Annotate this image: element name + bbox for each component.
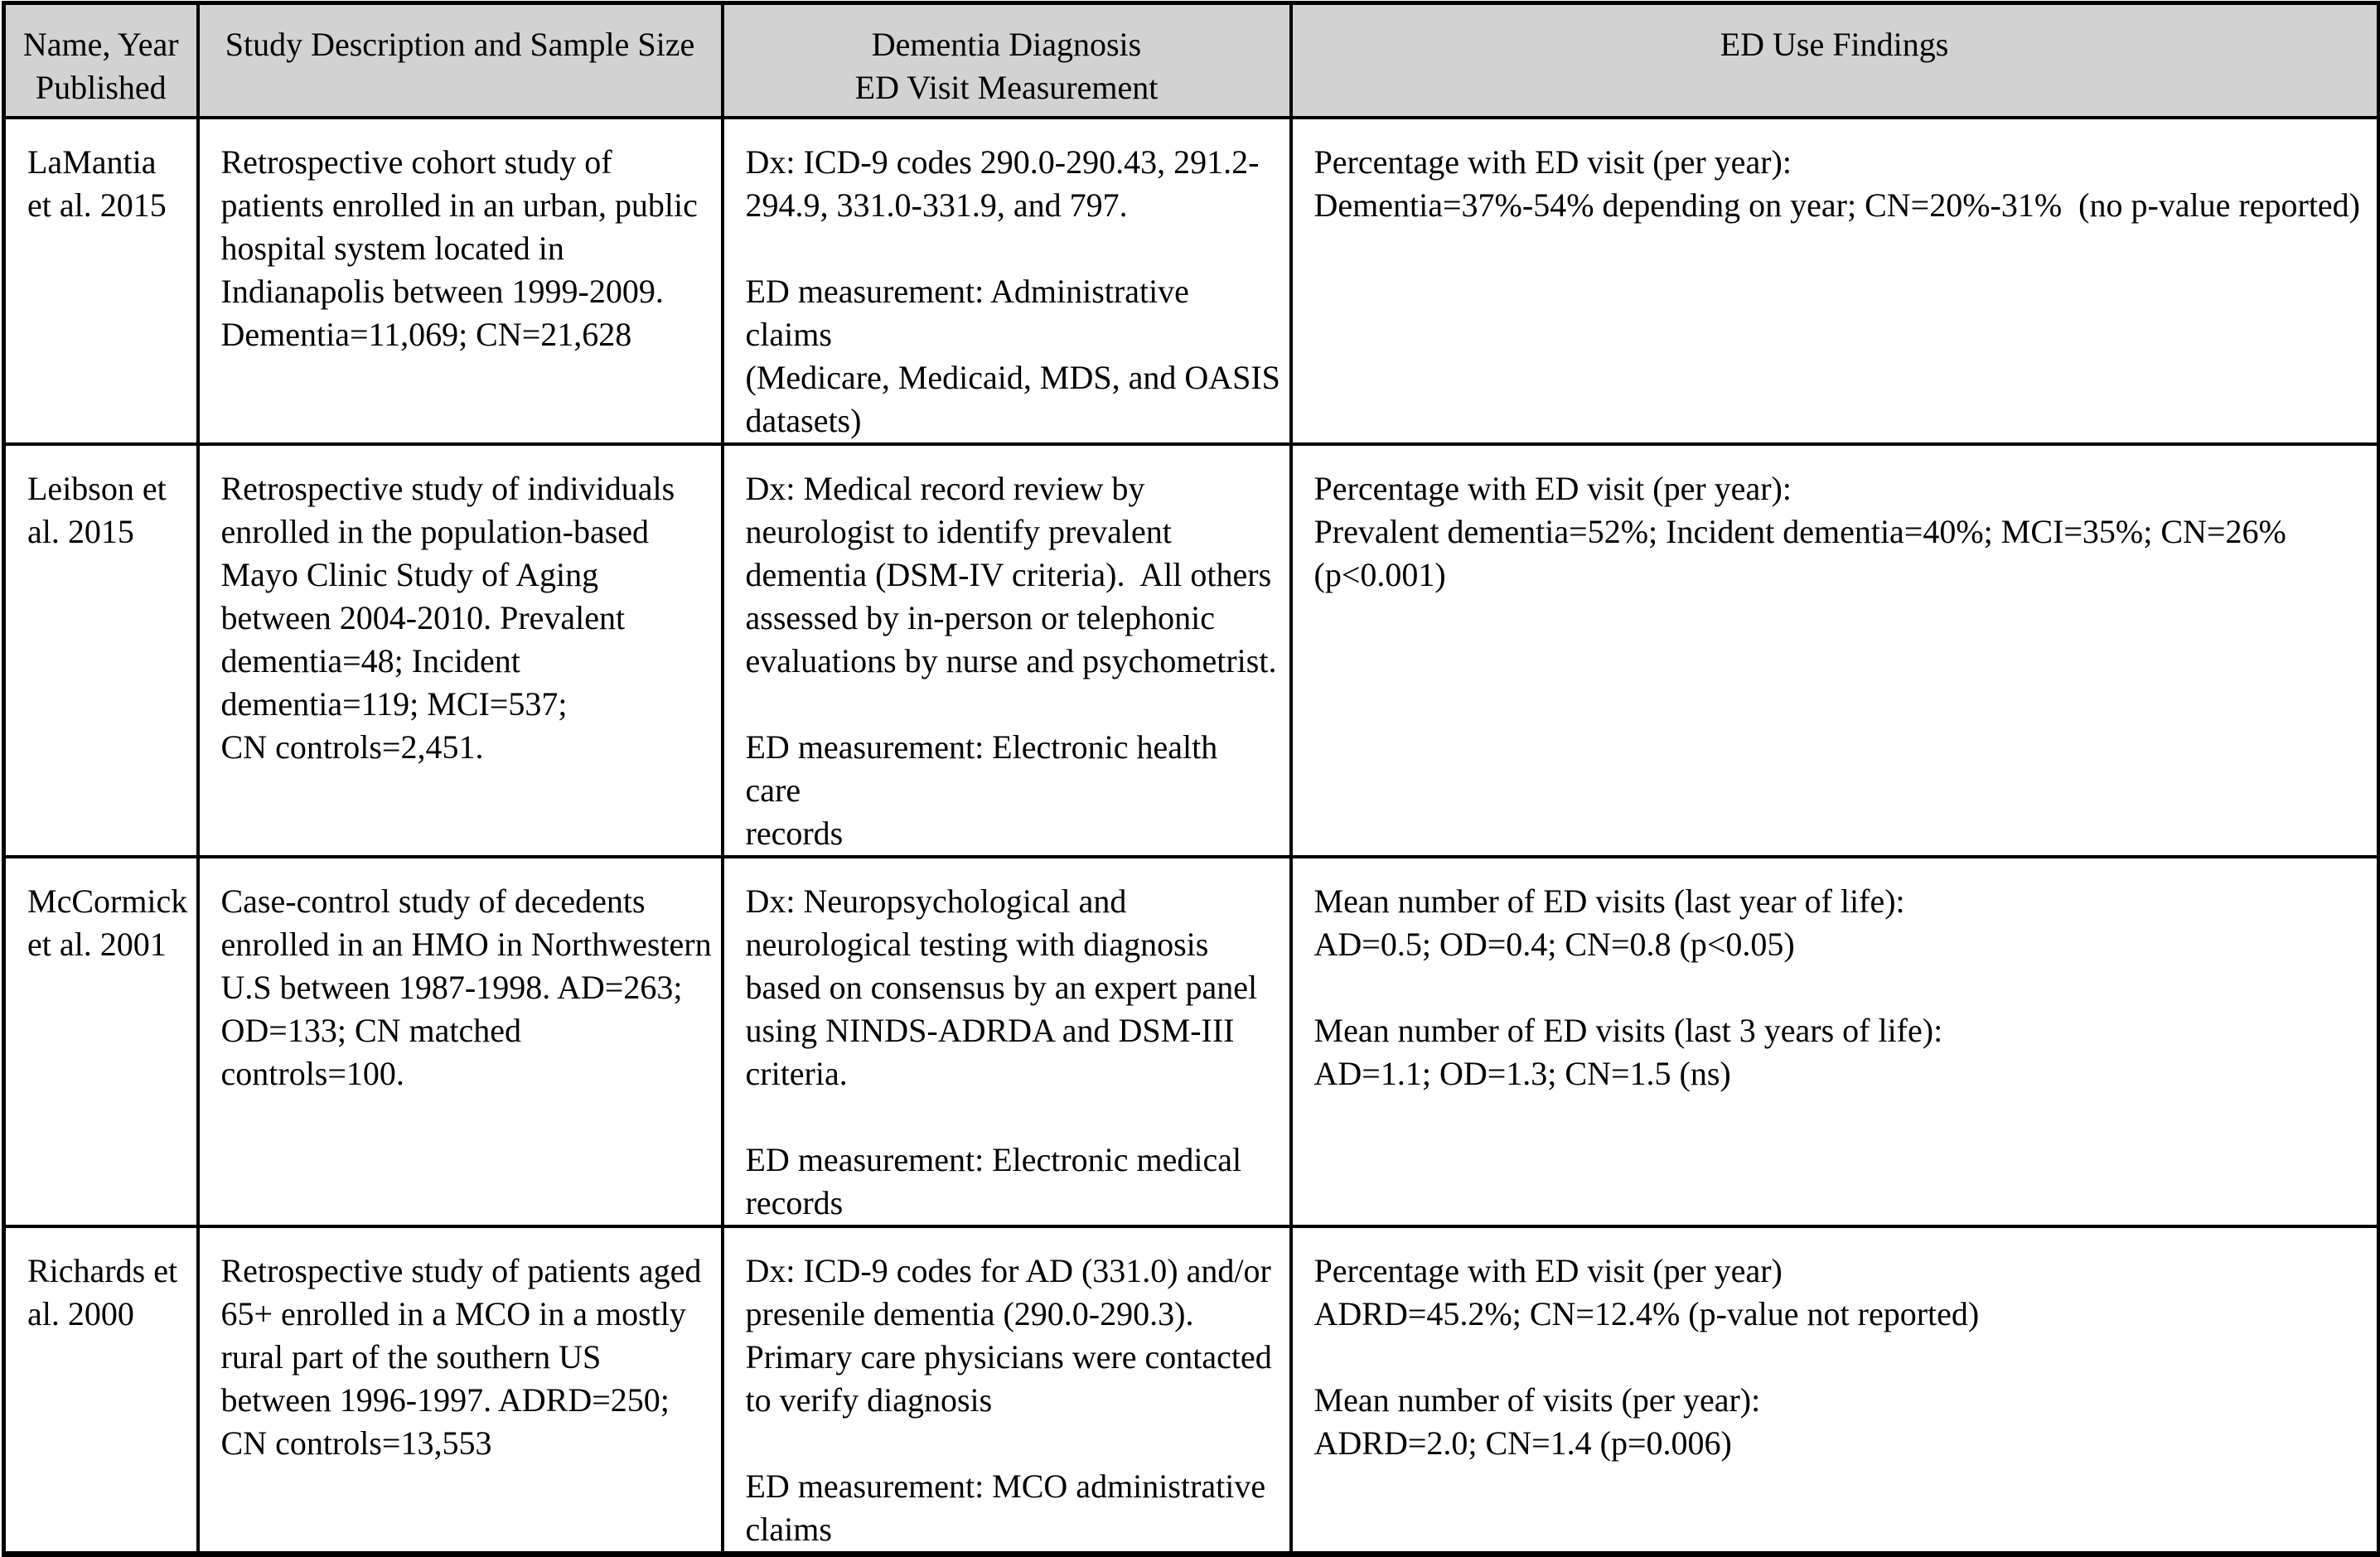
- column-header-ed-use-findings: ED Use Findings: [1289, 1, 2380, 119]
- cell-diagnosis-measurement: Dx: ICD-9 codes 290.0-290.43, 291.2- 294…: [720, 115, 1293, 446]
- cell-study-description: Retrospective cohort study of patients e…: [196, 115, 724, 446]
- cell-study-description: Case-control study of decedents enrolled…: [196, 854, 724, 1228]
- table-row: Richards et al. 2000 Retrospective study…: [2, 1224, 2380, 1555]
- cell-study-name: McCormick et al. 2001: [2, 854, 200, 1228]
- cell-study-name: Richards et al. 2000: [2, 1224, 200, 1555]
- cell-ed-use-findings: Mean number of ED visits (last year of l…: [1289, 854, 2380, 1228]
- table-row: Leibson et al. 2015 Retrospective study …: [2, 442, 2380, 858]
- table-header-row: Name, Year Published Study Description a…: [2, 1, 2380, 119]
- cell-study-description: Retrospective study of patients aged 65+…: [196, 1224, 724, 1555]
- column-header-dementia-diagnosis: Dementia Diagnosis ED Visit Measurement: [720, 1, 1293, 119]
- cell-ed-use-findings: Percentage with ED visit (per year): Dem…: [1289, 115, 2380, 446]
- column-header-name-year: Name, Year Published: [2, 1, 200, 119]
- table-row: McCormick et al. 2001 Case-control study…: [2, 854, 2380, 1228]
- cell-study-name: LaMantia et al. 2015: [2, 115, 200, 446]
- cell-ed-use-findings: Percentage with ED visit (per year): Pre…: [1289, 442, 2380, 858]
- table-row: LaMantia et al. 2015 Retrospective cohor…: [2, 115, 2380, 446]
- cell-study-description: Retrospective study of individuals enrol…: [196, 442, 724, 858]
- cell-study-name: Leibson et al. 2015: [2, 442, 200, 858]
- cell-ed-use-findings: Percentage with ED visit (per year) ADRD…: [1289, 1224, 2380, 1555]
- cell-diagnosis-measurement: Dx: ICD-9 codes for AD (331.0) and/or pr…: [720, 1224, 1293, 1555]
- cell-diagnosis-measurement: Dx: Medical record review by neurologist…: [720, 442, 1293, 858]
- column-header-study-description: Study Description and Sample Size: [196, 1, 724, 119]
- cell-diagnosis-measurement: Dx: Neuropsychological and neurological …: [720, 854, 1293, 1228]
